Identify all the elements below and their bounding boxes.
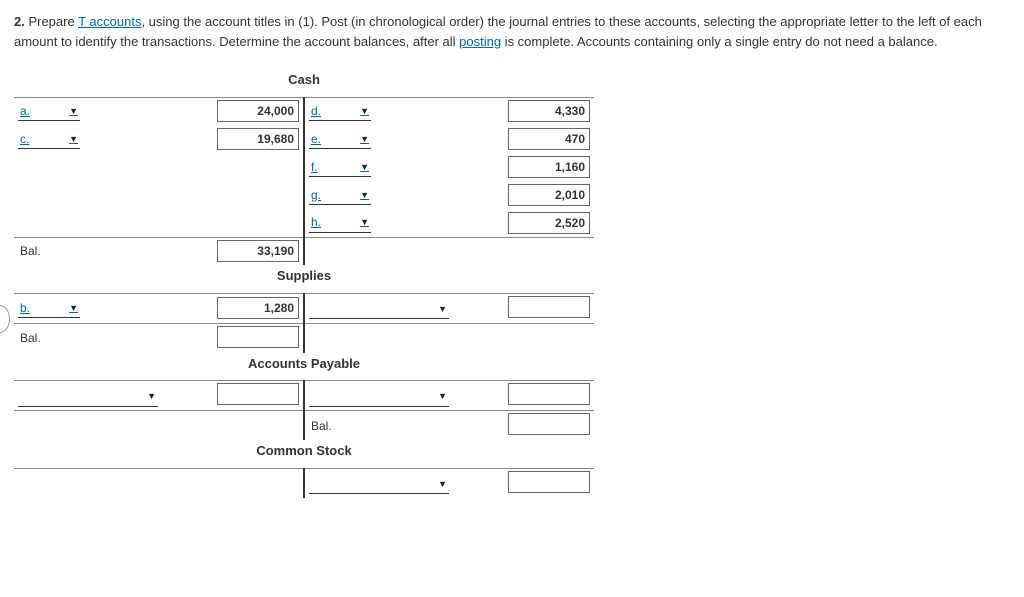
cash-credit-val-1[interactable]: 470 — [508, 128, 590, 150]
cash-bal-label: Bal. — [18, 241, 80, 261]
cash-debit-sel-0[interactable]: a.▼ — [18, 101, 80, 121]
ap-credit-sel-0[interactable]: ▼ — [309, 387, 449, 407]
cash-credit-sel-0[interactable]: d.▼ — [309, 101, 371, 121]
page-edge-decoration — [0, 305, 10, 333]
cash-credit-val-2[interactable]: 1,160 — [508, 156, 590, 178]
ap-credit-val-0[interactable] — [508, 383, 590, 405]
ap-debit-val-0[interactable] — [217, 383, 299, 405]
cash-credit-val-0[interactable]: 4,330 — [508, 100, 590, 122]
ap-debit-sel-0[interactable]: ▼ — [18, 387, 158, 407]
cash-debit-val-1[interactable]: 19,680 — [217, 128, 299, 150]
cash-credit-sel-1[interactable]: e.▼ — [309, 129, 371, 149]
cash-debit-val-0[interactable]: 24,000 — [217, 100, 299, 122]
supplies-debit-sel-0[interactable]: b.▼ — [18, 298, 80, 318]
ap-credit-bal-label: Bal. — [309, 416, 371, 436]
instructions-paragraph: 2. Prepare T accounts, using the account… — [14, 12, 1010, 51]
cash-credit-sel-2[interactable]: f.▼ — [309, 157, 371, 177]
ap-t-account: Accounts Payable ▼ ▼ Bal. — [14, 353, 594, 441]
supplies-bal-value[interactable] — [217, 326, 299, 348]
cash-title: Cash — [18, 72, 590, 93]
cs-t-account: Common Stock ▼ — [14, 440, 594, 498]
cash-t-account: Cash a.▼ 24,000 d.▼ 4,330 c.▼ 19,680 e.▼… — [14, 69, 594, 265]
cs-credit-sel-0[interactable]: ▼ — [309, 474, 449, 494]
cash-credit-val-3[interactable]: 2,010 — [508, 184, 590, 206]
cash-credit-sel-4[interactable]: h.▼ — [309, 213, 371, 233]
t-accounts-link[interactable]: T accounts — [78, 14, 141, 29]
ap-credit-bal-value[interactable] — [508, 413, 590, 435]
cash-bal-value[interactable]: 33,190 — [217, 240, 299, 262]
supplies-t-account: Supplies b.▼ 1,280 ▼ Bal. — [14, 265, 594, 353]
posting-link[interactable]: posting — [459, 34, 501, 49]
cs-title: Common Stock — [18, 443, 590, 464]
cash-debit-sel-1[interactable]: c.▼ — [18, 129, 80, 149]
ap-title: Accounts Payable — [18, 356, 590, 377]
supplies-credit-val-0[interactable] — [508, 296, 590, 318]
question-number: 2. — [14, 14, 25, 29]
supplies-credit-sel-0[interactable]: ▼ — [309, 299, 449, 319]
cs-credit-val-0[interactable] — [508, 471, 590, 493]
supplies-bal-label: Bal. — [18, 328, 80, 348]
supplies-debit-val-0[interactable]: 1,280 — [217, 297, 299, 319]
supplies-title: Supplies — [18, 268, 590, 289]
cash-credit-val-4[interactable]: 2,520 — [508, 212, 590, 234]
cash-credit-sel-3[interactable]: g.▼ — [309, 185, 371, 205]
